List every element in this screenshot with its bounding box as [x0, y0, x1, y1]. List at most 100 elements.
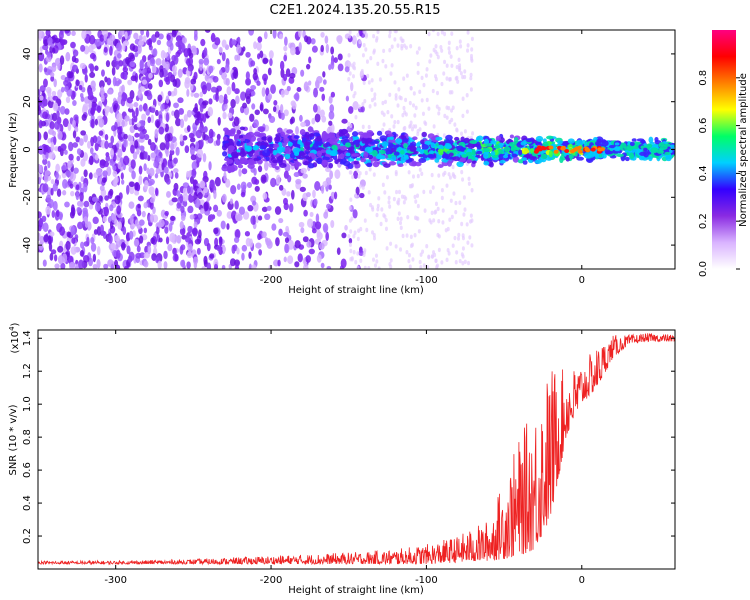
spectrogram-cell: [134, 52, 139, 58]
spectrogram-cell: [415, 147, 421, 152]
spectrogram-cell: [454, 76, 458, 81]
spectrogram-cell: [109, 188, 114, 196]
spectrogram-cell: [203, 47, 208, 57]
spectrogram-cell: [384, 226, 388, 231]
spectrogram-cell: [508, 141, 517, 146]
spectrogram-cell: [308, 248, 315, 255]
spectrogram-cell: [411, 257, 415, 262]
spectrogram-cell: [236, 183, 241, 190]
spectrogram-cell: [55, 163, 60, 173]
spectrogram-cell: [379, 135, 387, 142]
spectrogram-cell: [144, 179, 149, 190]
spectrogram-cell: [430, 210, 434, 216]
spectrogram-cell: [72, 142, 79, 148]
spectrogram-cell: [396, 216, 400, 222]
spectrogram-cell: [52, 95, 59, 101]
spectrogram-cell: [423, 120, 427, 125]
spectrogram-cell: [470, 188, 474, 193]
spectrogram-cell: [197, 192, 203, 200]
spectrogram-cell: [445, 183, 449, 188]
spectrogram-cell: [461, 113, 465, 119]
spectrogram-cell: [376, 130, 383, 136]
spectrogram-cell: [43, 78, 48, 88]
spectrogram-cell: [168, 153, 173, 162]
spectrogram-cell: [64, 201, 70, 208]
spectrogram-cell: [416, 193, 420, 198]
spectrogram-cell: [182, 37, 187, 44]
spectrogram-cell: [328, 132, 336, 139]
spectrogram-cell: [225, 63, 230, 74]
spectrogram-cell: [302, 263, 309, 269]
spectrogram-cell: [407, 258, 411, 264]
spectrogram-cell: [213, 227, 219, 235]
spectrogram-cell: [333, 57, 338, 64]
spectrogram-cell: [262, 192, 268, 200]
spectrogram-cell: [447, 172, 451, 177]
x-tick-label: -300: [104, 575, 127, 586]
spectrogram-cell: [299, 142, 304, 148]
spectrogram-cell: [204, 30, 211, 33]
spectrogram-cell: [221, 39, 227, 48]
spectrogram-cell: [427, 254, 431, 259]
spectrogram-cell: [263, 31, 268, 40]
spectrogram-cell: [597, 147, 603, 152]
spectrogram-cell: [429, 220, 433, 225]
spectrogram-cell: [202, 152, 207, 163]
spectrogram-cell: [307, 126, 314, 133]
spectrogram-cell: [440, 260, 444, 265]
spectrogram-cell: [437, 247, 441, 253]
spectrogram-cell: [417, 46, 421, 51]
spectrogram-cell: [179, 193, 184, 204]
spectrogram-cell: [362, 43, 366, 48]
spectrogram-cell: [252, 72, 258, 81]
spectrogram-cell: [149, 57, 156, 67]
spectrogram-cell: [455, 45, 459, 51]
spectrogram-cell: [132, 151, 138, 160]
spectrogram-cell: [163, 52, 168, 59]
spectrogram-cell: [271, 163, 277, 169]
spectrogram-cell: [106, 37, 113, 46]
spectrogram-cell: [146, 167, 150, 175]
spectrogram-cell: [429, 189, 433, 195]
spectrogram-cell: [141, 210, 146, 218]
spectrogram-cell: [325, 231, 329, 241]
spectrogram-cell: [286, 85, 291, 92]
spectrogram-cell: [416, 61, 420, 67]
spectrogram-cell: [330, 191, 336, 200]
spectrogram-cell: [220, 220, 226, 230]
spectrogram-cell: [189, 214, 195, 220]
spectrogram-cell: [469, 213, 473, 218]
spectrogram-cell: [455, 250, 459, 255]
spectrogram-cell: [372, 50, 376, 55]
spectrogram-cell: [234, 200, 239, 210]
spectrogram-cell: [403, 125, 407, 131]
colorbar-ticks: 0.0 0.2 0.4 0.6 0.8: [698, 70, 740, 277]
snr-series-line: [38, 333, 675, 566]
spectrogram-cell: [399, 216, 403, 222]
spectrogram-cell: [180, 205, 185, 214]
spectrogram-cell: [409, 145, 417, 152]
y-tick-label: 40: [22, 48, 33, 61]
spectrogram-cell: [403, 143, 408, 149]
spectrogram-cell: [39, 95, 44, 101]
spectrogram-cell: [451, 105, 455, 110]
spectrogram-cell: [80, 176, 85, 183]
spectrogram-cell: [68, 141, 74, 152]
spectrogram-cell: [352, 101, 359, 111]
spectrogram-cell: [585, 148, 591, 153]
spectrogram-cell: [158, 237, 163, 243]
spectrogram-cell: [421, 111, 425, 116]
spectrogram-cell: [84, 73, 88, 83]
spectrogram-cell: [288, 203, 294, 213]
spectrogram-cell: [586, 158, 593, 162]
spectrogram-cell: [347, 76, 351, 82]
spectrogram-cell: [425, 244, 429, 249]
y-tick-label: -20: [22, 189, 33, 205]
spectrogram-cell: [261, 206, 268, 213]
spectrogram-cell: [38, 30, 43, 39]
spectrogram-cell: [656, 149, 665, 154]
spectrogram-cell: [341, 118, 348, 124]
spectrogram-cell: [82, 67, 88, 75]
spectrogram-cell: [320, 184, 325, 194]
spectrogram-cell: [396, 43, 400, 48]
